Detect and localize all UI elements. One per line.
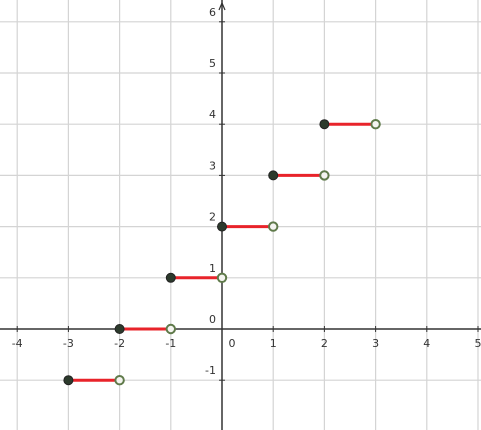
y-tick-label: -1 [205,364,216,377]
open-endpoint [268,221,279,232]
open-endpoint [370,119,381,130]
open-endpoint [165,323,177,335]
closed-endpoint [63,375,74,386]
x-tick-label: -2 [114,337,125,350]
closed-endpoint [319,119,330,130]
x-tick-label: 3 [372,337,379,350]
x-tick-label: -4 [12,337,23,350]
x-tick-label: -1 [165,337,176,350]
y-tick-label: 2 [209,211,216,224]
closed-endpoint [217,221,227,232]
open-endpoint [319,170,330,181]
x-tick-label: 2 [321,337,328,350]
y-tick-label: 5 [209,57,216,70]
closed-endpoint [114,324,125,334]
x-tick-label: 4 [423,337,430,350]
x-tick-label: 5 [475,337,481,350]
tick-labels: -4 -3 -2 -1 1 2 3 4 5 -1 1 2 3 4 5 6 00 [12,6,481,381]
y-tick-label: 3 [209,159,216,172]
y-tick-label: 1 [209,262,216,275]
closed-endpoint [165,272,176,283]
open-endpoint [216,272,228,283]
x-tick-label: 1 [270,337,277,350]
closed-endpoint [268,170,279,181]
step-series [63,119,381,386]
y-tick-label: 6 [209,6,216,19]
x-tick-label: -3 [63,337,74,350]
origin-label-y: 0 [209,313,216,326]
open-endpoint [114,375,125,386]
y-axis-arrow [218,1,226,11]
origin-label-x: 0 [229,337,236,350]
y-tick-label: 4 [209,108,216,121]
